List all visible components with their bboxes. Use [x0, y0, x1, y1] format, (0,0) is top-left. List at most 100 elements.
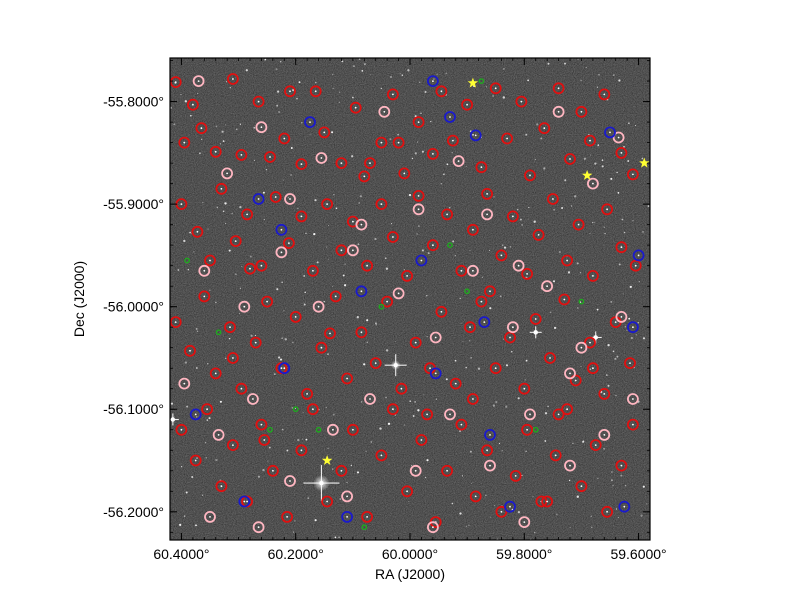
field-star: [465, 366, 467, 369]
field-star: [333, 194, 335, 196]
field-star: [533, 220, 536, 223]
pink-circle-marker: [564, 367, 576, 380]
field-star: [465, 166, 467, 167]
blue-circle-marker: [627, 321, 639, 334]
field-star: [489, 307, 492, 310]
green-point-marker: [478, 78, 485, 85]
red-circle-marker-core: [326, 500, 328, 503]
field-star: [361, 70, 364, 72]
red-circle-marker-core: [283, 137, 286, 140]
pink-circle-marker: [541, 280, 553, 293]
pink-circle-marker-core: [620, 316, 623, 318]
field-star: [569, 526, 571, 528]
red-circle-marker: [624, 357, 636, 370]
field-star: [332, 87, 334, 90]
field-star: [343, 284, 347, 287]
red-circle-marker-core: [272, 469, 274, 472]
red-circle-marker: [461, 98, 474, 111]
red-circle-marker: [481, 187, 494, 200]
red-circle-marker-core: [440, 310, 443, 313]
field-star: [499, 295, 502, 298]
red-circle-marker-core: [312, 269, 314, 272]
pink-circle-marker-core: [592, 182, 594, 185]
field-star: [553, 208, 556, 211]
field-star: [421, 249, 424, 252]
red-circle-marker: [584, 336, 596, 349]
field-star: [338, 536, 340, 539]
pink-circle-marker-core: [512, 326, 514, 329]
blue-circle-marker: [478, 316, 491, 329]
red-circle-marker: [224, 321, 236, 334]
field-star: [547, 405, 549, 408]
red-circle-marker: [198, 290, 211, 303]
red-circle-marker-core: [592, 275, 594, 277]
blue-circle-marker-core: [474, 134, 477, 137]
pink-circle-marker-core: [603, 434, 606, 436]
red-circle-marker-core: [174, 81, 177, 83]
red-circle-marker: [515, 95, 528, 108]
field-star: [469, 340, 471, 342]
field-star: [642, 485, 645, 488]
red-circle-marker: [475, 161, 488, 174]
red-circle-marker: [249, 336, 262, 349]
red-circle-marker-core: [606, 208, 608, 211]
pink-circle-marker-core: [209, 516, 211, 518]
field-star: [525, 450, 527, 453]
field-star: [646, 503, 648, 505]
blue-circle-marker: [632, 249, 645, 262]
red-circle-marker: [575, 480, 588, 493]
bright-star: [529, 326, 542, 339]
field-star: [629, 285, 632, 289]
field-star: [451, 502, 454, 505]
red-circle-marker-core: [300, 449, 303, 452]
red-circle-marker-core: [392, 236, 394, 238]
red-circle-marker: [521, 423, 533, 436]
red-circle-marker-core: [232, 444, 234, 446]
pink-circle-marker-core: [580, 346, 583, 349]
red-circle-marker-core: [174, 321, 177, 323]
field-star: [195, 367, 198, 369]
blue-circle-marker: [444, 111, 456, 123]
red-circle-marker-core: [406, 275, 408, 277]
field-star: [366, 341, 368, 343]
pink-circle-marker: [598, 428, 611, 441]
field-star: [276, 104, 279, 107]
blue-circle-marker: [355, 285, 368, 298]
red-circle-marker: [375, 198, 388, 211]
field-star: [580, 365, 582, 367]
field-star: [305, 438, 308, 441]
field-star: [228, 249, 231, 252]
x-tick-label: 59.8000°: [496, 546, 552, 562]
field-star: [603, 226, 606, 228]
red-circle-marker: [524, 169, 536, 182]
field-star: [503, 338, 505, 340]
red-circle-marker-core: [494, 87, 497, 90]
red-circle-marker-core: [214, 372, 217, 375]
field-star: [615, 508, 618, 510]
pink-circle-marker: [452, 155, 465, 168]
pink-circle-marker: [198, 264, 211, 277]
field-star: [454, 255, 456, 257]
red-circle-marker-core: [274, 196, 277, 198]
field-star: [412, 415, 415, 417]
field-star: [576, 307, 579, 309]
field-star: [292, 89, 295, 92]
red-circle-marker: [518, 382, 531, 395]
red-circle-marker-core: [472, 228, 474, 231]
field-star: [452, 240, 455, 243]
red-circle-marker: [229, 235, 242, 248]
x-tick-label: 60.2000°: [268, 546, 324, 562]
field-star: [632, 220, 634, 222]
field-star: [205, 457, 207, 459]
field-star: [245, 69, 248, 72]
field-star: [328, 225, 329, 226]
field-star: [221, 130, 224, 133]
red-circle-marker: [321, 495, 334, 508]
red-circle-marker: [561, 403, 573, 416]
field-star: [304, 291, 306, 294]
red-circle-marker: [195, 122, 208, 135]
field-star: [257, 475, 261, 478]
field-star: [404, 269, 405, 271]
field-star: [435, 398, 438, 400]
field-star: [460, 322, 462, 324]
